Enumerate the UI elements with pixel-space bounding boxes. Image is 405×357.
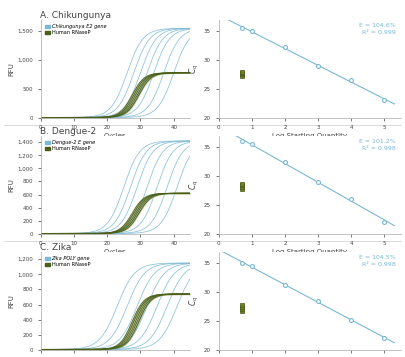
Text: E = 104.6%
R² = 0.999: E = 104.6% R² = 0.999 [359, 22, 395, 35]
X-axis label: Cycles: Cycles [104, 248, 127, 255]
Legend: Chikungunya E2 gene, Human RNaseP: Chikungunya E2 gene, Human RNaseP [43, 22, 108, 37]
X-axis label: Log Starting Quantity: Log Starting Quantity [272, 248, 347, 255]
Text: A. Chikungunya: A. Chikungunya [40, 11, 111, 20]
Y-axis label: $C_q$: $C_q$ [188, 296, 201, 306]
X-axis label: Cycles: Cycles [104, 132, 127, 139]
Text: B. Dengue-2: B. Dengue-2 [40, 127, 97, 136]
Y-axis label: $C_q$: $C_q$ [188, 180, 201, 190]
Y-axis label: RFU: RFU [9, 62, 14, 76]
Legend: Zika POLY gene, Human RNaseP: Zika POLY gene, Human RNaseP [43, 254, 92, 270]
Y-axis label: RFU: RFU [9, 294, 14, 308]
Text: C. Zika: C. Zika [40, 243, 72, 252]
Y-axis label: RFU: RFU [9, 178, 14, 192]
Text: E = 101.2%
R² = 0.998: E = 101.2% R² = 0.998 [359, 139, 395, 151]
Legend: Dengue-2 E gene, Human RNaseP: Dengue-2 E gene, Human RNaseP [43, 138, 97, 154]
Y-axis label: $C_q$: $C_q$ [188, 64, 201, 74]
X-axis label: Log Starting Quantity: Log Starting Quantity [272, 132, 347, 139]
Text: E = 104.5%
R² = 0.998: E = 104.5% R² = 0.998 [359, 255, 395, 267]
